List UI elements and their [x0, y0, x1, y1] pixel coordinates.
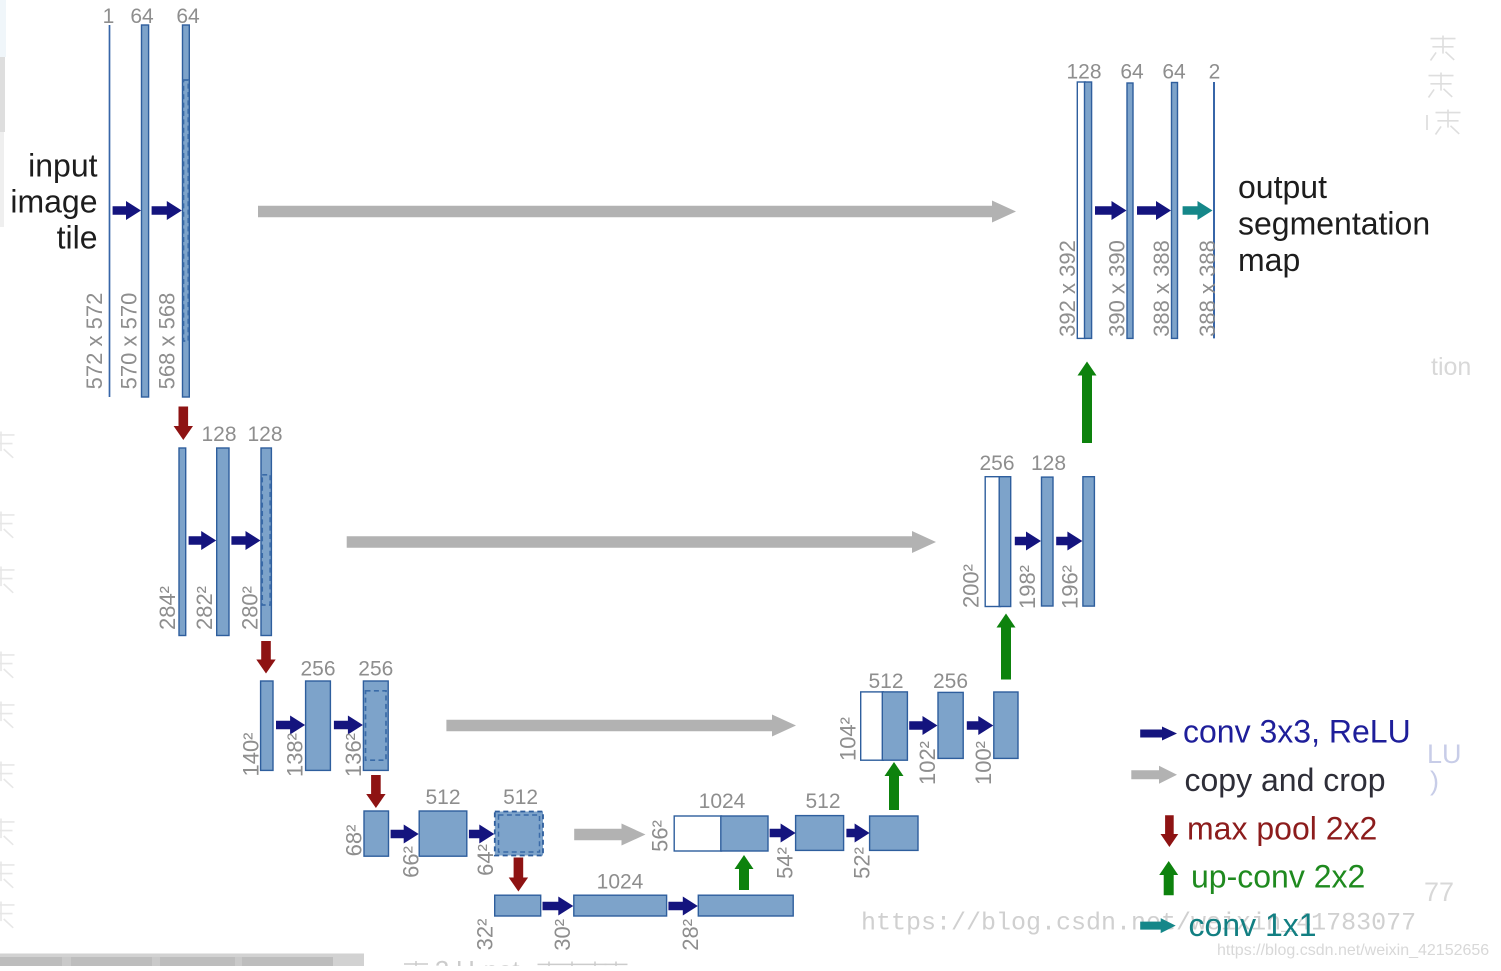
svg-text:30²: 30²	[550, 919, 575, 951]
svg-text:140²: 140²	[238, 732, 263, 776]
svg-text:1: 1	[103, 5, 115, 28]
svg-text:392 x 392: 392 x 392	[1055, 240, 1080, 337]
svg-text:512: 512	[503, 786, 538, 809]
svg-text:64: 64	[130, 5, 154, 28]
svg-text:64: 64	[176, 5, 200, 28]
svg-text:256: 256	[358, 658, 393, 681]
svg-text:512: 512	[868, 670, 903, 693]
svg-text:136²: 136²	[341, 733, 366, 777]
svg-text:282²: 282²	[192, 586, 217, 630]
svg-text:572 x 572: 572 x 572	[82, 293, 107, 390]
svg-text:max pool 2x2: max pool 2x2	[1187, 811, 1377, 847]
svg-text:tion: tion	[1431, 353, 1471, 381]
svg-text:200²: 200²	[959, 564, 984, 608]
svg-text:388 x 388: 388 x 388	[1149, 240, 1174, 337]
svg-text:68²: 68²	[341, 825, 366, 857]
svg-text:390 x 390: 390 x 390	[1104, 240, 1129, 337]
svg-text:100²: 100²	[971, 741, 996, 785]
svg-text:28²: 28²	[678, 919, 703, 951]
svg-text:196²: 196²	[1057, 565, 1082, 609]
svg-text:256: 256	[933, 670, 968, 693]
svg-text:198²: 198²	[1015, 565, 1040, 609]
svg-text:conv 3x3, ReLU: conv 3x3, ReLU	[1183, 714, 1411, 750]
svg-text:104²: 104²	[836, 717, 861, 761]
svg-text:64²: 64²	[473, 844, 498, 876]
svg-text:568 x 568: 568 x 568	[155, 293, 180, 390]
svg-text:77: 77	[1424, 877, 1454, 907]
svg-text:2: 2	[1209, 61, 1221, 84]
svg-text:segmentation: segmentation	[1238, 206, 1430, 242]
svg-text:copy and crop: copy and crop	[1185, 762, 1386, 798]
svg-text:32²: 32²	[472, 919, 497, 951]
svg-text:2: 2	[435, 955, 449, 966]
svg-text:https://blog.csdn.net/weixin_4: https://blog.csdn.net/weixin_41783077	[861, 909, 1416, 938]
svg-text:102²: 102²	[915, 741, 940, 785]
svg-text:input: input	[28, 148, 98, 184]
svg-text:256: 256	[300, 658, 335, 681]
svg-text:128: 128	[247, 423, 282, 446]
svg-text:): )	[1430, 766, 1439, 796]
svg-text:138²: 138²	[283, 733, 308, 777]
svg-text:66²: 66²	[398, 846, 423, 878]
svg-text:conv 1x1: conv 1x1	[1189, 907, 1317, 943]
svg-text:https://blog.csdn.net/weixin_4: https://blog.csdn.net/weixin_42152656	[1217, 942, 1489, 959]
svg-text:map: map	[1238, 242, 1300, 278]
svg-text:54²: 54²	[772, 847, 797, 879]
svg-text:256: 256	[979, 452, 1014, 475]
svg-text:570 x 570: 570 x 570	[116, 293, 141, 390]
svg-text:1024: 1024	[597, 871, 644, 894]
svg-text:128: 128	[1066, 61, 1101, 84]
svg-text:128: 128	[201, 423, 236, 446]
svg-text:52²: 52²	[850, 847, 875, 879]
svg-text:56²: 56²	[647, 820, 672, 852]
svg-text:280²: 280²	[238, 586, 263, 630]
svg-text:64: 64	[1162, 61, 1186, 84]
svg-text:U-net: U-net	[456, 955, 520, 966]
svg-text:output: output	[1238, 169, 1327, 205]
svg-text:64: 64	[1120, 61, 1144, 84]
svg-text:512: 512	[805, 790, 840, 813]
svg-text:LU: LU	[1427, 739, 1462, 769]
svg-text:tile: tile	[57, 220, 98, 256]
svg-text:284²: 284²	[155, 586, 180, 630]
svg-text:image: image	[10, 184, 97, 220]
svg-text:388 x 388: 388 x 388	[1195, 240, 1220, 337]
svg-text:512: 512	[425, 786, 460, 809]
svg-text:up-conv 2x2: up-conv 2x2	[1191, 859, 1365, 895]
svg-text:1024: 1024	[699, 790, 746, 813]
svg-text:128: 128	[1031, 452, 1066, 475]
